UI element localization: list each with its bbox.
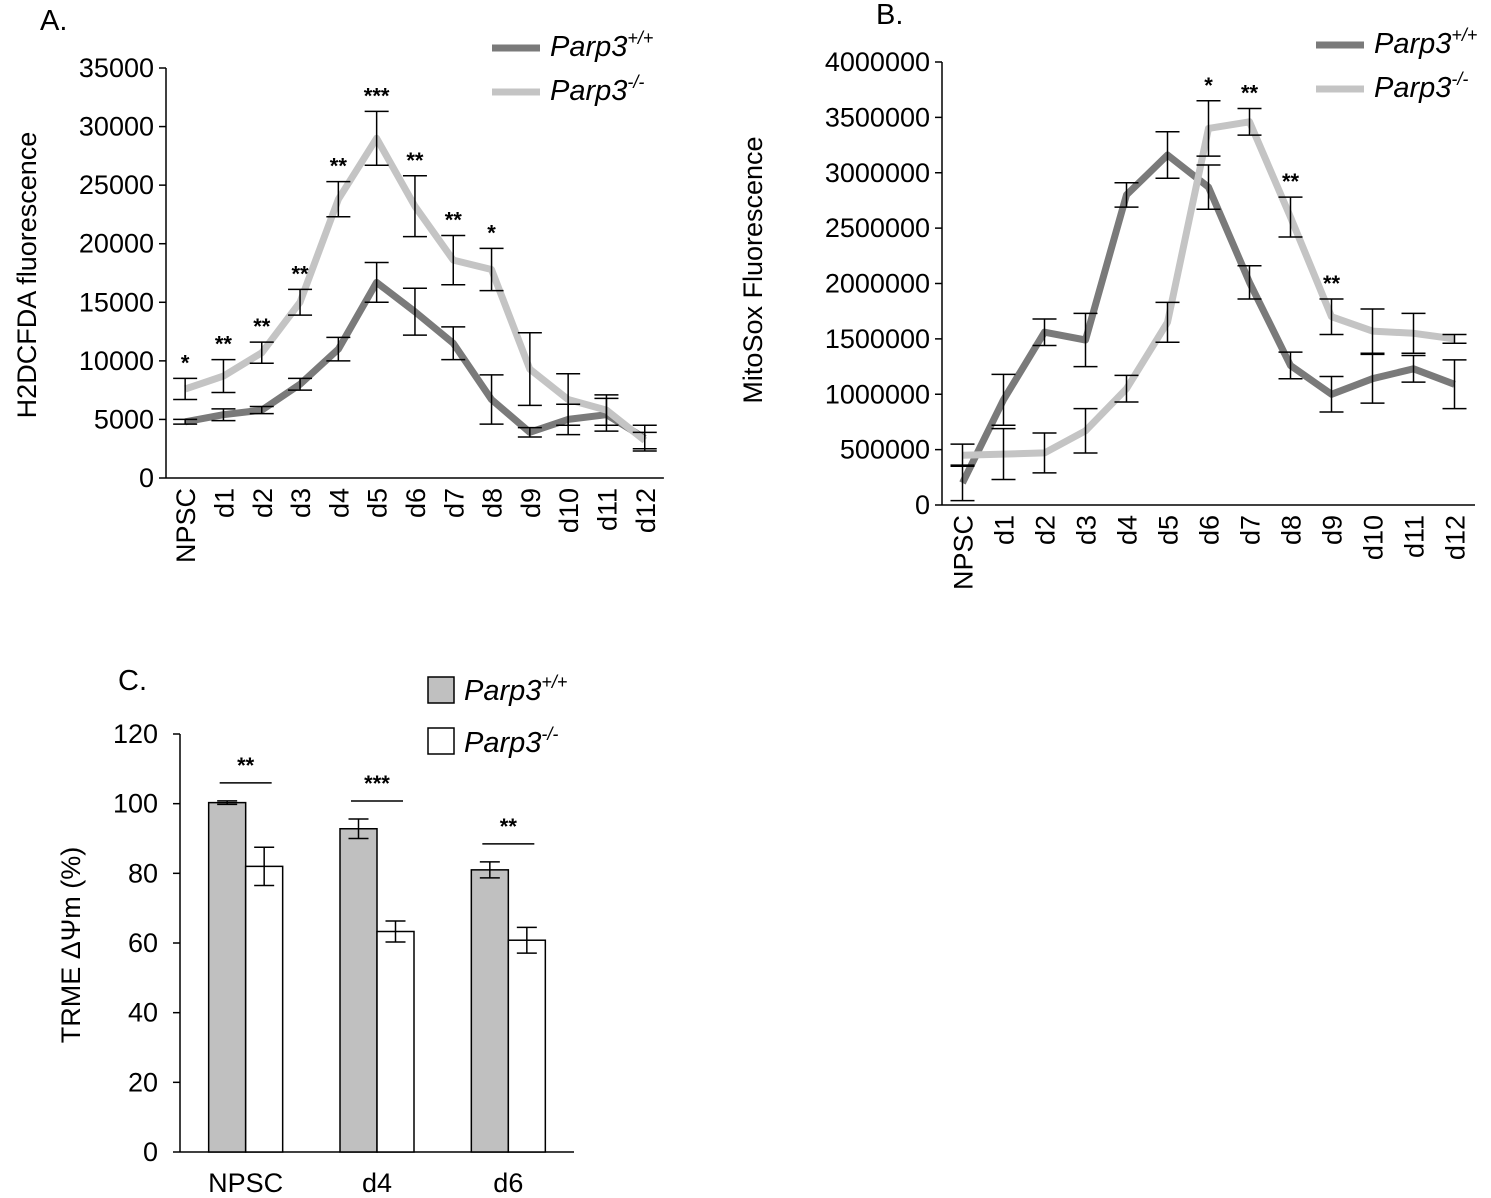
legend-b-wt-label: Parp3+/+ — [1374, 25, 1477, 60]
panel-a-significance-marker: *** — [364, 83, 390, 108]
panel-a-y-tick-label: 5000 — [94, 404, 154, 434]
panel-b-x-tick-label: d3 — [1072, 515, 1102, 545]
panel-a-y-tick-label: 20000 — [79, 229, 154, 259]
panel-c-y-tick-label: 60 — [128, 928, 158, 958]
panel-c-y-tick-label: 0 — [143, 1137, 158, 1167]
panel-a-significance-marker: ** — [291, 261, 309, 286]
panel-c-bar-ko — [244, 865, 284, 1153]
panel-b-significance-marker: * — [1204, 73, 1213, 98]
panel-b-x-tick-label: d12 — [1441, 515, 1471, 560]
panel-a-y-tick-label: 15000 — [79, 287, 154, 317]
panel-b-x-tick-label: d10 — [1359, 515, 1389, 560]
panel-c-significance-marker: ** — [500, 814, 518, 839]
panel-b-x-tick-label: d4 — [1113, 515, 1143, 545]
panel-b-x-tick-label: d8 — [1277, 515, 1307, 545]
legend-a-wt-label: Parp3+/+ — [550, 28, 653, 63]
panel-c-ylabel: TRME ΔΨm (%) — [56, 847, 86, 1044]
panel-a-y-tick-label: 35000 — [79, 53, 154, 83]
panel-a-x-tick-label: d3 — [286, 488, 316, 518]
panel-a-x-tick-label: d8 — [478, 488, 508, 518]
legend-a-ko-label: Parp3-/- — [550, 72, 644, 107]
panel-a-x-tick-label: d1 — [209, 488, 239, 518]
panel-b-y-tick-label: 1500000 — [825, 324, 930, 354]
panel-c-label: C. — [118, 665, 147, 697]
legend-b-ko-label: Parp3-/- — [1374, 69, 1468, 104]
panel-c-significance-marker: ** — [237, 753, 255, 778]
panel-a-chart: H2DCFDA fluorescence Parp3+/+ Parp3-/- 0… — [12, 28, 664, 563]
panel-a-y-tick-label: 10000 — [79, 346, 154, 376]
panel-a-x-tick-label: d12 — [631, 488, 661, 533]
panel-c-y-tick-label: 100 — [113, 789, 158, 819]
panel-c-chart: TRME ΔΨm (%) Parp3+/+ Parp3-/- 0 20 40 60 80… — [56, 672, 574, 1198]
panel-b-y-tick-label: 4000000 — [825, 47, 930, 77]
panel-a-ylabel: H2DCFDA fluorescence — [12, 132, 42, 419]
panel-b-x-tick-label: d7 — [1236, 515, 1266, 545]
panel-b-x-tick-label: d9 — [1318, 515, 1348, 545]
panel-c-bar-wt — [339, 827, 378, 1153]
panel-b-significance-marker: ** — [1241, 81, 1259, 106]
panel-b-legend: Parp3+/+ Parp3-/- — [1316, 25, 1477, 104]
panel-b-y-tick-label: 500000 — [840, 435, 930, 465]
panel-a-significance-marker: ** — [445, 208, 463, 233]
panel-b-x-tick-label: d5 — [1154, 515, 1184, 545]
panel-c-bar-wt — [207, 801, 247, 1153]
panel-c-y-tick-label: 80 — [128, 858, 158, 888]
panel-a-significance-marker: * — [487, 220, 496, 245]
panel-b-ylabel: MitoSox Fluorescence — [738, 136, 768, 403]
legend-c-wt-swatch — [427, 676, 455, 704]
panel-a-x-tick-label: d10 — [554, 488, 584, 533]
panel-b-significance-marker: ** — [1323, 271, 1341, 296]
panel-b-y-tick-label: 3500000 — [825, 102, 930, 132]
panel-c-y-tick-label: 40 — [128, 998, 158, 1028]
panel-b-significance-marker: ** — [1282, 169, 1300, 194]
legend-c-ko-label: Parp3-/- — [464, 724, 558, 759]
panel-b-x-tick-label: NPSC — [949, 515, 979, 590]
panel-a-y-tick-label: 25000 — [79, 170, 154, 200]
legend-c-wt-label: Parp3+/+ — [464, 672, 567, 707]
panel-c-bar-ko — [507, 939, 547, 1153]
panel-b-chart: MitoSox Fluorescence Parp3+/+ Parp3-/- 0… — [738, 25, 1477, 590]
panel-c-y-tick-label: 20 — [128, 1067, 158, 1097]
panel-b-y-tick-label: 1000000 — [825, 379, 930, 409]
panel-a-significance-marker: ** — [253, 314, 271, 339]
panel-a-y-tick-label: 0 — [139, 463, 154, 493]
panel-c-x-tick-label: d6 — [493, 1168, 523, 1198]
panel-b-y-tick-label: 2000000 — [825, 269, 930, 299]
panel-c-bar-ko — [376, 930, 415, 1153]
panel-c-x-tick-label: d4 — [362, 1168, 392, 1198]
panel-a-x-tick-label: d7 — [439, 488, 469, 518]
panel-a-label: A. — [40, 5, 67, 37]
panel-a-x-tick-label: d4 — [324, 488, 354, 518]
panel-c-legend: Parp3+/+ Parp3-/- — [427, 672, 567, 759]
panel-b-y-tick-label: 3000000 — [825, 158, 930, 188]
panel-a-x-tick-label: d11 — [592, 488, 622, 531]
panel-a-y-tick-label: 30000 — [79, 112, 154, 142]
panel-a-x-tick-label: d5 — [363, 488, 393, 518]
panel-a-significance-marker: * — [181, 350, 190, 375]
panel-b-x-tick-label: d2 — [1031, 515, 1061, 545]
panel-a-x-tick-label: d2 — [248, 488, 278, 518]
panel-b-y-tick-label: 0 — [915, 490, 930, 520]
panel-a-significance-marker: ** — [330, 154, 348, 179]
legend-c-ko-swatch — [427, 727, 455, 755]
panel-b-y-tick-label: 2500000 — [825, 213, 930, 243]
panel-c-y-tick-label: 120 — [113, 719, 158, 749]
panel-c-x-tick-label: NPSC — [208, 1168, 283, 1198]
panel-a-legend: Parp3+/+ Parp3-/- — [492, 28, 653, 107]
panel-a-x-tick-label: d9 — [516, 488, 546, 518]
panel-b-label: B. — [876, 0, 903, 31]
panel-a-significance-marker: ** — [406, 148, 424, 173]
panel-b-x-tick-label: d11 — [1400, 515, 1430, 558]
panel-c-significance-marker: *** — [364, 771, 390, 796]
panel-b-x-tick-label: d1 — [990, 515, 1020, 545]
panel-b-x-tick-label: d6 — [1195, 515, 1225, 545]
panel-c-bar-wt — [470, 869, 510, 1153]
panel-a-x-tick-label: NPSC — [171, 488, 201, 563]
panel-a-x-tick-label: d6 — [401, 488, 431, 518]
panel-a-significance-marker: ** — [215, 332, 233, 357]
